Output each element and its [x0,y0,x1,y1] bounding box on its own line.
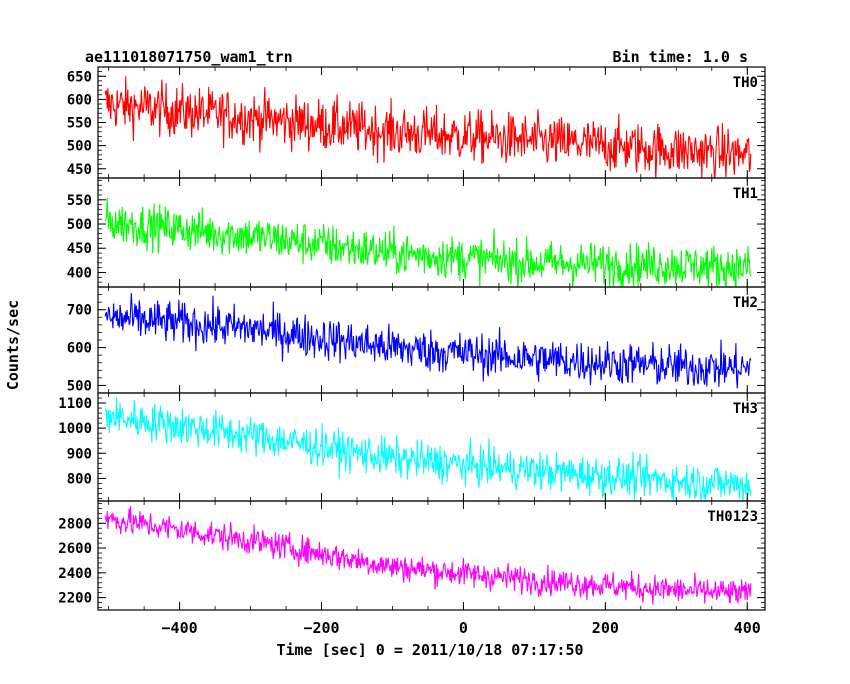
x-tick-label: 200 [592,619,619,637]
series-line-th0 [104,76,752,178]
y-tick-label: 450 [67,241,92,257]
panel-frame [97,500,766,611]
y-tick-label: 2400 [58,566,92,582]
panel-label-th0: TH0 [733,75,758,91]
y-tick-label: 2600 [58,541,92,557]
panel-th0: 450 500 550 600 650 TH0 [67,66,766,179]
x-tick-label: 400 [734,619,761,637]
panels-group: 450 500 550 600 650 TH0 400 450 500 550 TH1 500 600 7… [58,66,766,611]
series-line-th2 [104,293,752,389]
y-tick-label: 900 [67,446,92,462]
y-tick-label: 500 [67,217,92,233]
panel-label-th1: TH1 [733,186,758,202]
panel-th1: 400 450 500 550 TH1 [67,177,766,288]
y-tick-label: 400 [67,265,92,281]
y-tick-label: 2200 [58,591,92,607]
y-tick-label: 800 [67,471,92,487]
y-tick-label: 600 [67,341,92,357]
x-axis-label: Time [sec] 0 = 2011/10/18 07:17:50 [276,641,583,659]
y-axis-label: Counts/sec [4,300,22,390]
series-line-th3 [104,397,752,501]
y-tick-label: 700 [67,303,92,319]
y-tick-label: 600 [67,92,92,108]
panel-label-th2: TH2 [733,295,758,311]
x-tick-label: 0 [459,619,468,637]
chart-title: ae111018071750_wam1_trn [85,48,293,66]
panel-th2: 500 600 700 TH2 [67,286,766,394]
panel-label-th0123: TH0123 [707,509,758,525]
x-tick-label: −200 [303,619,339,637]
panel-label-th3: TH3 [733,401,758,417]
panel-th0123: 2200 2400 2600 2800 TH0123 [58,500,766,611]
y-tick-label: 500 [67,139,92,155]
y-tick-label: 1000 [58,421,92,437]
y-tick-label: 1100 [58,396,92,412]
y-tick-label: 550 [67,193,92,209]
y-tick-label: 500 [67,378,92,394]
y-tick-label: 2800 [58,516,92,532]
series-line-th1 [104,197,752,287]
x-tick-label: −400 [162,619,198,637]
y-tick-label: 550 [67,116,92,132]
bin-time-label: Bin time: 1.0 s [613,48,748,66]
series-line-th0123 [104,506,752,605]
y-tick-label: 650 [67,69,92,85]
x-axis: −400 −200 0 200 400 [162,619,761,637]
y-tick-label: 450 [67,162,92,178]
panel-th3: 800 900 1000 1100 TH3 [58,392,766,502]
